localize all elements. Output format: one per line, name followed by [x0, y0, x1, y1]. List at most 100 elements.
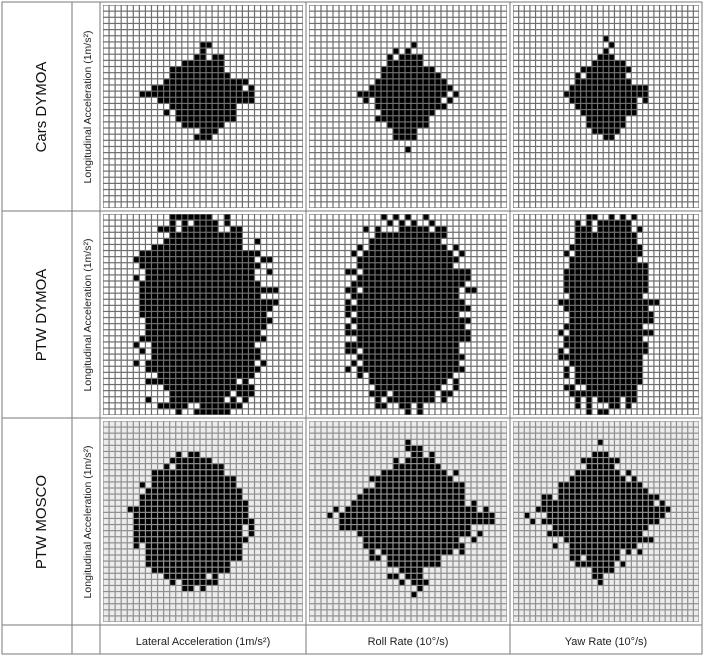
- grid-cell-empty: [333, 245, 339, 250]
- grid-cell-empty: [152, 17, 157, 23]
- grid-cell-empty: [345, 202, 351, 208]
- grid-cell-empty: [339, 275, 345, 281]
- grid-cell-empty: [321, 48, 327, 54]
- grid-cell-empty: [381, 42, 387, 48]
- grid-cell-occupied: [598, 110, 603, 116]
- grid-cell-occupied: [212, 238, 218, 244]
- grid-cell-empty: [536, 122, 541, 128]
- grid-cell-empty: [279, 281, 285, 287]
- grid-cell-occupied: [164, 275, 170, 281]
- grid-cell-empty: [339, 305, 345, 311]
- grid-cell-empty: [267, 324, 273, 330]
- grid-cell-empty: [363, 11, 369, 17]
- grid-cell-occupied: [581, 110, 586, 116]
- grid-cell-occupied: [609, 104, 614, 109]
- grid-cell-empty: [598, 196, 603, 202]
- grid-cell-occupied: [242, 305, 248, 311]
- grid-cell-empty: [477, 104, 483, 109]
- grid-cell-empty: [285, 312, 291, 317]
- grid-cell-occupied: [441, 305, 447, 311]
- grid-cell-empty: [465, 36, 471, 42]
- grid-cell-empty: [261, 54, 267, 60]
- grid-cell-empty: [345, 245, 351, 250]
- grid-cell-empty: [345, 275, 351, 281]
- grid-cell-occupied: [399, 245, 405, 250]
- grid-cell-empty: [139, 165, 145, 171]
- grid-cell-empty: [553, 48, 558, 54]
- grid-cell-empty: [315, 110, 321, 116]
- grid-cell-empty: [564, 54, 569, 60]
- grid-cell-empty: [139, 372, 145, 378]
- grid-cell-empty: [285, 60, 291, 66]
- grid-cell-empty: [164, 171, 170, 177]
- grid-cell-occupied: [405, 97, 411, 103]
- grid-cell-empty: [339, 202, 345, 208]
- grid-cell-occupied: [206, 134, 212, 140]
- grid-cell-empty: [609, 17, 614, 23]
- grid-cell-empty: [339, 79, 345, 85]
- grid-cell-occupied: [255, 251, 260, 257]
- grid-cell-empty: [261, 183, 267, 189]
- grid-cell-empty: [103, 134, 109, 140]
- grid-cell-empty: [435, 17, 441, 23]
- grid-cell-occupied: [146, 91, 151, 97]
- grid-cell-occupied: [399, 305, 405, 311]
- grid-cell-empty: [459, 116, 465, 122]
- grid-cell-empty: [558, 177, 564, 183]
- grid-cell-empty: [553, 140, 558, 146]
- grid-cell-empty: [501, 73, 507, 79]
- grid-cell-empty: [309, 97, 315, 103]
- grid-cell-empty: [553, 5, 558, 11]
- grid-cell-empty: [133, 318, 139, 324]
- grid-cell-empty: [121, 116, 127, 122]
- grid-cell-empty: [321, 202, 327, 208]
- grid-cell-empty: [315, 281, 321, 287]
- grid-cell-empty: [242, 11, 248, 17]
- grid-cell-empty: [285, 299, 291, 305]
- grid-cell-empty: [279, 293, 285, 299]
- grid-cell-empty: [315, 97, 321, 103]
- grid-cell-empty: [103, 318, 109, 324]
- grid-cell-empty: [236, 5, 242, 11]
- grid-cell-empty: [375, 190, 381, 196]
- grid-cell-empty: [333, 257, 339, 263]
- grid-cell-empty: [121, 122, 127, 128]
- grid-cell-empty: [688, 171, 693, 177]
- grid-cell-occupied: [603, 122, 609, 128]
- grid-cell-occupied: [255, 324, 260, 330]
- grid-cell-empty: [483, 42, 489, 48]
- grid-cell-empty: [297, 281, 303, 287]
- grid-cell-occupied: [194, 287, 200, 293]
- grid-cell-empty: [115, 312, 121, 317]
- grid-cell-empty: [182, 17, 188, 23]
- grid-cell-empty: [654, 11, 659, 17]
- grid-cell-empty: [176, 42, 182, 48]
- grid-cell-occupied: [255, 293, 260, 299]
- grid-cell-occupied: [441, 324, 447, 330]
- grid-cell-empty: [127, 159, 133, 165]
- grid-cell-empty: [477, 196, 483, 202]
- grid-cell-empty: [333, 220, 339, 226]
- grid-cell-empty: [637, 202, 643, 208]
- grid-cell-empty: [327, 48, 333, 54]
- grid-cell-empty: [530, 79, 535, 85]
- grid-cell-occupied: [592, 67, 597, 73]
- grid-cell-empty: [315, 11, 321, 17]
- grid-cell-empty: [115, 60, 121, 66]
- grid-cell-empty: [536, 116, 541, 122]
- grid-cell-empty: [530, 147, 535, 153]
- grid-cell-empty: [339, 269, 345, 275]
- grid-cell-occupied: [200, 263, 206, 269]
- grid-cell-empty: [453, 110, 459, 116]
- grid-cell-occupied: [626, 97, 631, 103]
- grid-cell-empty: [139, 42, 145, 48]
- grid-cell-empty: [164, 165, 170, 171]
- grid-cell-empty: [393, 196, 399, 202]
- grid-cell-empty: [345, 73, 351, 79]
- grid-cell-empty: [291, 17, 297, 23]
- grid-cell-empty: [405, 5, 411, 11]
- grid-cell-empty: [158, 153, 164, 159]
- grid-cell-empty: [620, 24, 626, 29]
- grid-cell-occupied: [631, 110, 637, 116]
- grid-cell-empty: [261, 397, 267, 403]
